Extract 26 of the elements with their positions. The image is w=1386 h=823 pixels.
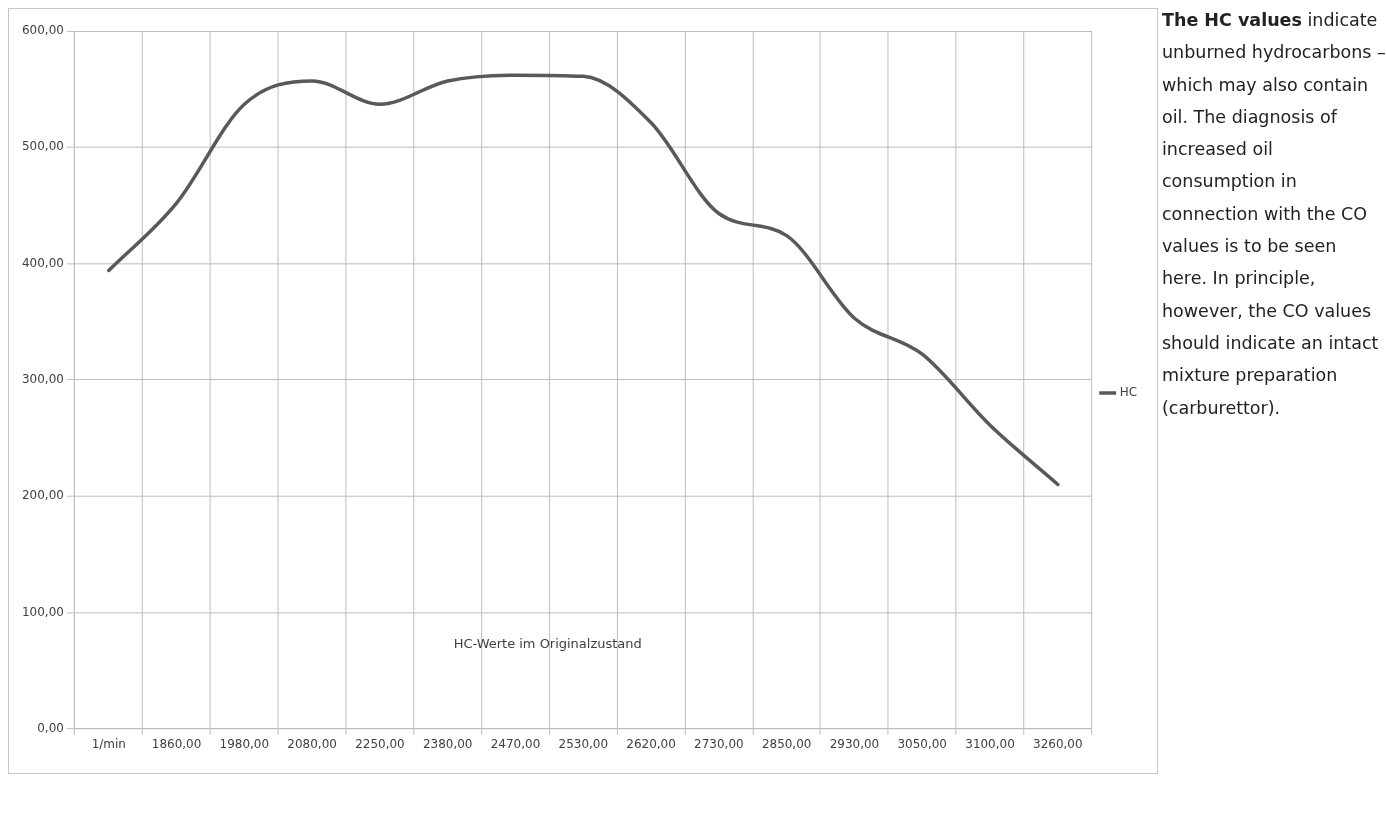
x-tick-label: 2080,00 [287,737,337,751]
x-tick-label: 2620,00 [626,737,676,751]
x-tick-label: 2850,00 [761,737,812,751]
y-tick-label: 500,00 [21,139,64,154]
x-tick-label: 2730,00 [694,737,744,751]
x-tick-label: 3050,00 [897,737,947,751]
x-tick-label: 1980,00 [219,737,270,751]
line-series [107,73,1060,487]
y-tick-label: 600,00 [21,23,64,38]
x-tick-label: 2380,00 [422,737,473,751]
y-tick-label: 200,00 [21,488,64,503]
x-tick-label: 2470,00 [490,737,541,751]
y-tick-label: 400,00 [21,255,64,270]
legend-label: HC [1119,385,1138,400]
x-tick-label: 3100,00 [965,737,1015,751]
x-tick-label: 1860,00 [151,737,202,751]
text: The HC values [1162,10,1302,30]
x-tick-label: 3260,00 [1033,737,1083,751]
annotation: HC-Werte im Originalzustand [453,636,642,652]
y-tick-label: 100,00 [21,604,64,619]
x-tick-label: 2250,00 [355,737,405,751]
y-tick-label: 0,00 [37,720,64,735]
y-tick-label: 300,00 [21,371,64,386]
x-tick-label: 2530,00 [558,737,609,751]
x-tick-label: 1/min [91,737,126,751]
x-tick-label: 2930,00 [829,737,880,751]
